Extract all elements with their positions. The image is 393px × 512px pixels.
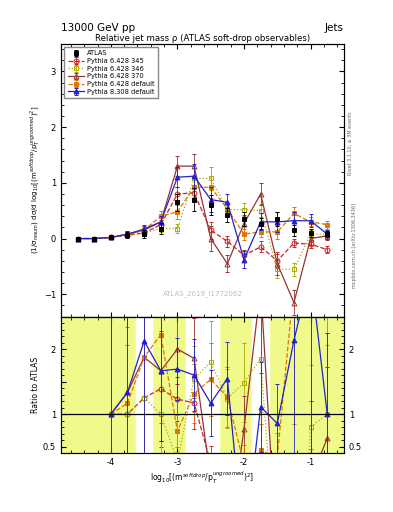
Text: 13000 GeV pp: 13000 GeV pp [61,23,135,33]
Y-axis label: Ratio to ATLAS: Ratio to ATLAS [31,357,40,413]
Bar [136,316,152,453]
Text: Rivet 3.1.10, ≥ 3M events: Rivet 3.1.10, ≥ 3M events [348,112,353,175]
Text: mcplots.cern.ch [arXiv:1306.3436]: mcplots.cern.ch [arXiv:1306.3436] [352,203,357,288]
Bar [61,316,344,453]
Text: Jets: Jets [325,23,344,33]
Bar [219,316,252,453]
Bar [61,316,136,453]
Text: ATLAS_2019_I1772062: ATLAS_2019_I1772062 [163,291,242,297]
Title: Relative jet mass ρ (ATLAS soft-drop observables): Relative jet mass ρ (ATLAS soft-drop obs… [95,34,310,42]
X-axis label: log$_{10}$[(m$^{soft drop}$/p$_T^{ungroomed}$)$^2$]: log$_{10}$[(m$^{soft drop}$/p$_T^{ungroo… [150,470,255,486]
Bar [186,316,219,453]
Legend: ATLAS, Pythia 6.428 345, Pythia 6.428 346, Pythia 6.428 370, Pythia 6.428 defaul: ATLAS, Pythia 6.428 345, Pythia 6.428 34… [64,47,158,98]
Bar [269,316,344,453]
Y-axis label: (1/σ$_{resum}$) dσ/d log$_{10}$[(m$^{soft drop}$/p$_T^{ungroomed}$)$^2$]: (1/σ$_{resum}$) dσ/d log$_{10}$[(m$^{sof… [29,106,42,254]
Bar [152,316,186,453]
Bar [252,316,269,453]
